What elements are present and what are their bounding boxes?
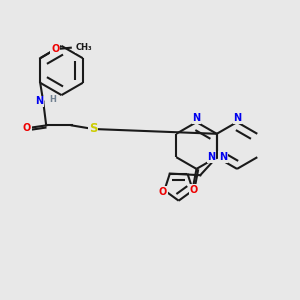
Text: N: N bbox=[219, 152, 227, 162]
Text: N: N bbox=[207, 152, 215, 162]
Text: O: O bbox=[189, 184, 198, 195]
Text: CH₃: CH₃ bbox=[75, 43, 92, 52]
Text: N: N bbox=[234, 113, 242, 123]
Text: H: H bbox=[50, 94, 56, 103]
Text: S: S bbox=[89, 122, 98, 136]
Text: N: N bbox=[192, 113, 201, 123]
Text: O: O bbox=[51, 44, 59, 54]
Text: O: O bbox=[22, 123, 31, 134]
Text: O: O bbox=[159, 187, 167, 197]
Text: N: N bbox=[35, 96, 44, 106]
